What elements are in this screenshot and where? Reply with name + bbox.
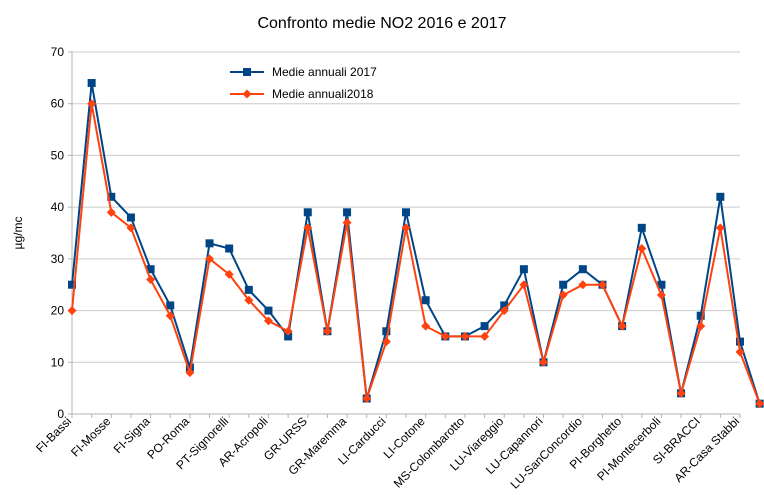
marker-square	[166, 301, 174, 309]
y-axis-label: µg/mc	[11, 217, 25, 250]
y-tick-label: 20	[51, 304, 65, 318]
y-tick-label: 50	[51, 148, 65, 162]
y-tick-label: 70	[51, 45, 65, 59]
y-tick-label: 30	[51, 252, 65, 266]
marker-square	[579, 265, 587, 273]
marker-square	[264, 307, 272, 315]
marker-square	[243, 68, 251, 76]
marker-square	[402, 208, 410, 216]
marker-square	[343, 208, 351, 216]
marker-square	[245, 286, 253, 294]
marker-square	[304, 208, 312, 216]
marker-square	[206, 239, 214, 247]
marker-square	[422, 296, 430, 304]
y-tick-label: 60	[51, 97, 65, 111]
y-tick-label: 10	[51, 355, 65, 369]
y-tick-label: 40	[51, 200, 65, 214]
marker-square	[638, 224, 646, 232]
chart-title: Confronto medie NO2 2016 e 2017	[257, 15, 506, 32]
marker-square	[520, 265, 528, 273]
marker-square	[88, 79, 96, 87]
legend-label: Medie annuali2018	[272, 87, 374, 101]
marker-square	[481, 322, 489, 330]
marker-square	[559, 281, 567, 289]
marker-square	[127, 213, 135, 221]
marker-square	[225, 245, 233, 253]
marker-square	[716, 193, 724, 201]
legend-label: Medie annuali 2017	[272, 65, 377, 79]
